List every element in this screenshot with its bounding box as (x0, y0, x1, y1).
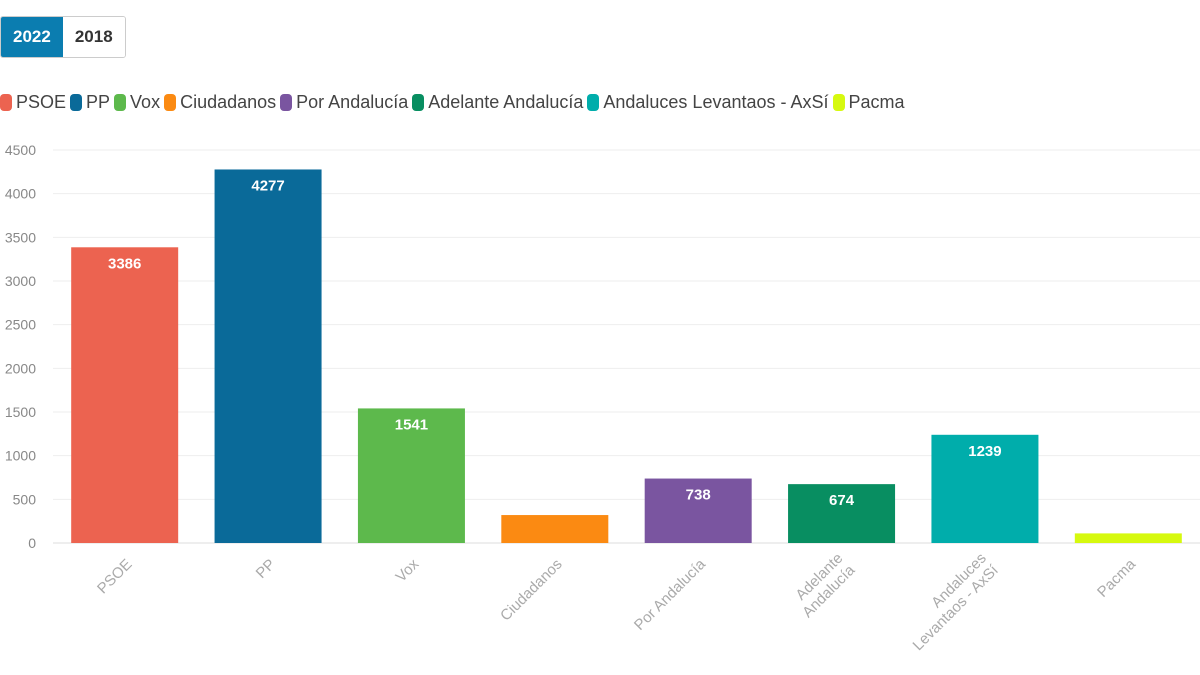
x-tick-label: Ciudadanos (497, 556, 566, 625)
x-tick-label: Por Andalucía (631, 555, 710, 634)
x-tick-label-line: PP (253, 556, 279, 582)
x-tick-label: Pacma (1094, 555, 1139, 600)
data-label: 1541 (395, 416, 428, 433)
legend-label: PP (86, 92, 111, 112)
x-tick-label: PP (253, 556, 279, 582)
data-label: 3386 (108, 255, 141, 272)
legend-item[interactable]: PSOE (0, 92, 66, 113)
legend-item[interactable]: Vox (114, 92, 160, 113)
x-tick-label: Vox (393, 555, 423, 585)
year-tabs: 2022 2018 (0, 16, 126, 58)
legend-label: PSOE (16, 92, 67, 112)
legend-swatch (0, 94, 12, 111)
legend-item[interactable]: PP (70, 92, 110, 113)
legend-item[interactable]: Por Andalucía (280, 92, 408, 113)
y-tick-label: 1000 (5, 448, 36, 464)
legend-label: Andaluces Levantaos - AxSí (603, 92, 829, 112)
bar (788, 484, 896, 543)
x-tick-label-line: Ciudadanos (497, 556, 566, 625)
y-tick-label: 500 (13, 491, 37, 507)
legend-swatch (114, 94, 127, 111)
x-tick-label-line: Vox (393, 555, 423, 585)
y-tick-label: 3500 (5, 229, 36, 245)
y-tick-label: 0 (28, 535, 36, 551)
data-label: 4277 (251, 177, 284, 194)
legend-label: Vox (130, 92, 161, 112)
legend-swatch (70, 94, 83, 111)
x-tick-label-line: Pacma (1094, 555, 1139, 600)
bar (1074, 533, 1182, 543)
bar (931, 434, 1039, 543)
x-tick-label: AdelanteAndalucía (787, 549, 859, 621)
y-tick-label: 4000 (5, 186, 36, 202)
legend-label: Por Andalucía (296, 92, 409, 112)
y-tick-label: 4500 (5, 142, 36, 158)
legend-swatch (832, 94, 845, 111)
legend-item[interactable]: Andaluces Levantaos - AxSí (587, 92, 829, 113)
x-tick-label-line: PSOE (94, 556, 135, 597)
x-tick-label-line: Por Andalucía (631, 555, 710, 634)
legend-item[interactable]: Adelante Andalucía (412, 92, 583, 113)
legend-swatch (164, 94, 177, 111)
bar (644, 478, 752, 543)
legend-swatch (587, 94, 600, 111)
data-label: 1239 (968, 443, 1001, 460)
bar (71, 247, 179, 543)
y-tick-label: 1500 (5, 404, 36, 420)
tab-2018[interactable]: 2018 (62, 17, 125, 57)
x-tick-label: PSOE (94, 556, 135, 597)
legend-swatch (280, 94, 293, 111)
legend-item[interactable]: Pacma (832, 92, 905, 113)
bar (501, 515, 609, 543)
y-tick-label: 2000 (5, 360, 36, 376)
legend-label: Ciudadanos (180, 92, 277, 112)
tab-2022[interactable]: 2022 (1, 17, 63, 57)
legend-swatch (412, 94, 425, 111)
y-tick-label: 2500 (5, 317, 36, 333)
legend-item[interactable]: Ciudadanos (164, 92, 276, 113)
data-label: 738 (686, 487, 711, 504)
legend-label: Pacma (848, 92, 905, 112)
data-label: 674 (829, 492, 855, 509)
x-tick-label: AndalucesLevantaos - AxSí (898, 549, 1003, 654)
legend-label: Adelante Andalucía (428, 92, 584, 112)
bar (214, 169, 322, 543)
legend: PSOE PP Vox Ciudadanos Por Andalucía Adelante… (0, 92, 909, 113)
bar (357, 408, 465, 543)
y-tick-label: 3000 (5, 273, 36, 289)
